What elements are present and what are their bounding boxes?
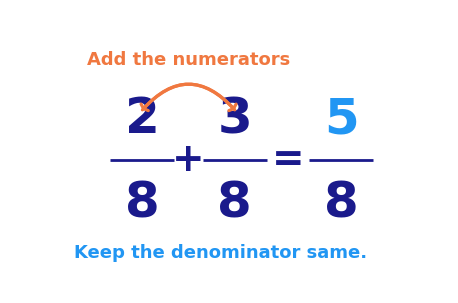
Text: 8: 8	[324, 179, 359, 227]
Text: 8: 8	[125, 179, 160, 227]
Text: 3: 3	[218, 95, 252, 143]
Text: Add the numerators: Add the numerators	[87, 51, 290, 69]
Text: =: =	[272, 141, 304, 179]
Text: Keep the denominator same.: Keep the denominator same.	[74, 244, 367, 262]
Text: 5: 5	[324, 95, 359, 143]
Text: +: +	[172, 141, 205, 179]
Text: 8: 8	[218, 179, 252, 227]
Text: 2: 2	[125, 95, 160, 143]
